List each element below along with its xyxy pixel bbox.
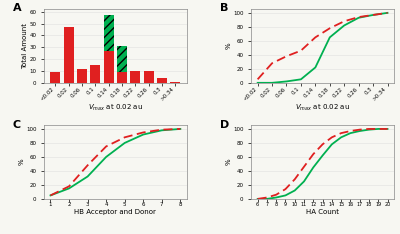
Text: C: C [12,120,21,130]
Bar [104,15,114,51]
Text: A: A [12,4,21,14]
Bar [64,27,74,83]
Y-axis label: %: % [226,159,232,165]
Bar [90,65,100,83]
Text: D: D [220,120,229,130]
Bar [104,51,114,83]
Bar [117,72,127,83]
Text: B: B [220,4,228,14]
Bar [157,78,167,83]
Bar [170,82,180,83]
Bar [144,71,154,83]
X-axis label: HA Count: HA Count [306,209,339,215]
Bar [117,46,127,72]
X-axis label: $V_{max}$ at 0.02 au: $V_{max}$ at 0.02 au [295,103,350,113]
Y-axis label: %: % [226,43,232,49]
Bar [130,71,140,83]
X-axis label: HB Acceptor and Donor: HB Acceptor and Donor [74,209,156,215]
Bar [50,72,60,83]
Y-axis label: %: % [18,159,24,165]
Y-axis label: Total Amount: Total Amount [22,23,28,69]
X-axis label: $V_{max}$ at 0.02 au: $V_{max}$ at 0.02 au [88,103,143,113]
Bar [77,69,87,83]
